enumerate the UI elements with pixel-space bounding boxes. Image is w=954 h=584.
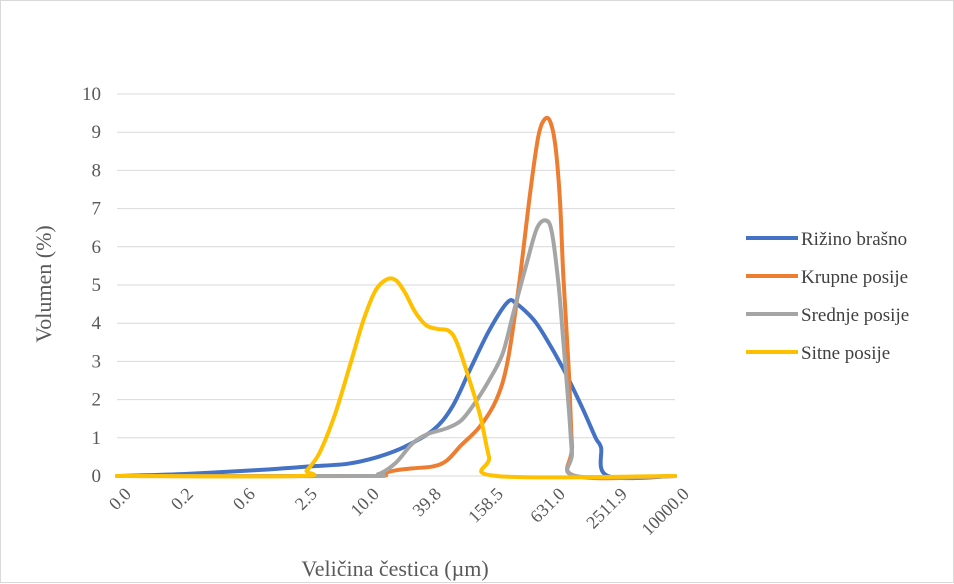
- y-axis-title: Volumen (%): [31, 225, 56, 343]
- y-tick-label: 4: [92, 313, 102, 334]
- y-tick-label: 2: [92, 390, 102, 411]
- y-tick-label: 0: [92, 466, 102, 487]
- y-tick-label: 3: [92, 351, 102, 372]
- x-tick-label: 2511.9: [582, 484, 631, 533]
- legend: Rižino brašno Krupne posije Srednje posije…: [746, 229, 909, 364]
- x-tick-label: 0.0: [105, 484, 135, 514]
- legend-label: Rižino brašno: [801, 229, 907, 250]
- x-axis-title: Veličina čestica (µm): [301, 556, 488, 581]
- x-tick-label: 631.0: [526, 484, 569, 527]
- series-lines: [115, 115, 677, 481]
- y-axis-ticks: 0 1 2 3 4 5 6 7 8 9 10: [82, 84, 102, 487]
- y-tick-label: 6: [92, 237, 102, 258]
- x-tick-label: 2.5: [291, 484, 321, 514]
- x-tick-label: 39.8: [408, 484, 444, 520]
- x-axis-ticks: 0.0 0.2 0.6 2.5 10.0 39.8 158.5 631.0 2511.9 1000…: [105, 484, 693, 540]
- series-line-0: [115, 298, 677, 481]
- x-tick-label: 158.5: [464, 484, 507, 527]
- legend-label: Srednje posije: [801, 305, 909, 326]
- x-tick-label: 0.2: [167, 484, 197, 514]
- series-line-2: [115, 218, 677, 480]
- y-tick-label: 7: [92, 199, 102, 220]
- y-tick-label: 5: [92, 275, 102, 296]
- y-tick-label: 10: [82, 84, 101, 105]
- y-tick-label: 1: [92, 428, 102, 449]
- y-tick-label: 8: [92, 160, 102, 181]
- legend-label: Sitne posije: [801, 343, 890, 364]
- x-tick-label: 0.6: [229, 484, 259, 514]
- x-tick-label: 10.0: [346, 484, 382, 520]
- x-tick-label: 10000.0: [637, 484, 693, 540]
- y-tick-label: 9: [92, 122, 102, 143]
- gridlines: [117, 93, 675, 477]
- legend-label: Krupne posije: [801, 267, 908, 288]
- series-line-3: [115, 276, 677, 480]
